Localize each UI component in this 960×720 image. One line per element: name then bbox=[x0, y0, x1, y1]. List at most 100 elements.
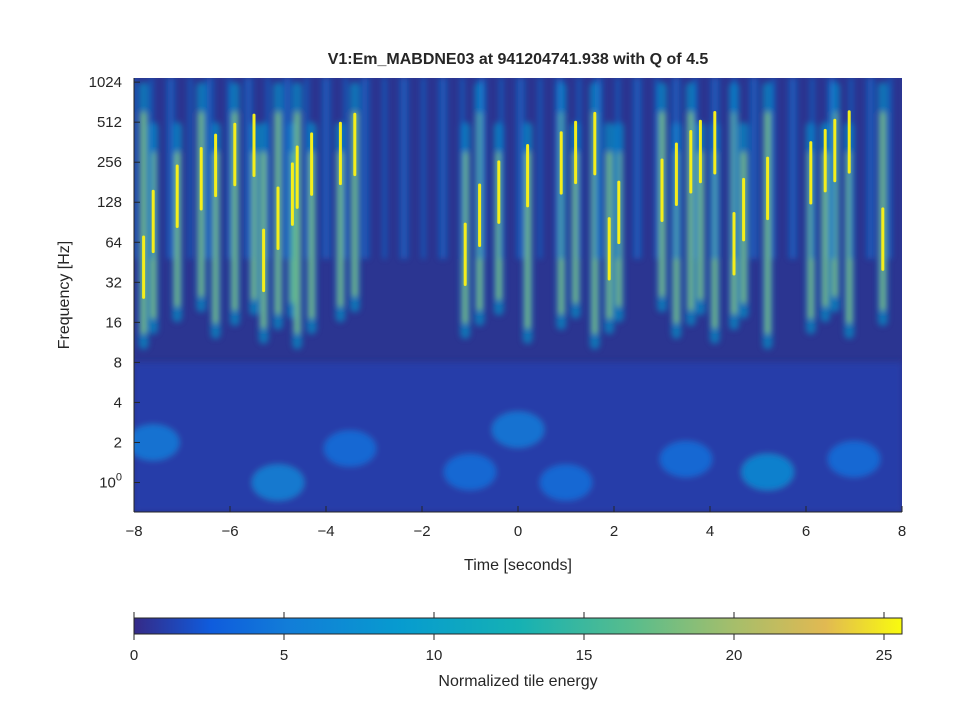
background-streak bbox=[266, 78, 270, 259]
background-streak bbox=[149, 78, 153, 259]
chart-title: V1:Em_MABDNE03 at 941204741.938 with Q o… bbox=[328, 51, 709, 68]
background-streak bbox=[244, 78, 248, 259]
transient-peak bbox=[497, 160, 501, 224]
y-tick-label: 16 bbox=[105, 314, 122, 331]
background-streak bbox=[633, 78, 637, 259]
background-streak bbox=[134, 78, 136, 259]
background-streak bbox=[672, 78, 676, 259]
transient-peak bbox=[847, 110, 851, 174]
background-streak bbox=[655, 78, 659, 259]
background-streak bbox=[365, 78, 369, 259]
x-axis-label: Time [seconds] bbox=[464, 557, 572, 574]
x-tick-label: 8 bbox=[898, 523, 906, 540]
transient-peak bbox=[353, 112, 357, 177]
transient-peak bbox=[674, 142, 678, 206]
background-streak bbox=[305, 78, 309, 259]
transient-peak bbox=[713, 111, 717, 175]
transient-core bbox=[337, 151, 343, 308]
x-tick-label: 4 bbox=[706, 523, 714, 540]
transient-peak bbox=[809, 141, 813, 205]
y-tick-label: 100 bbox=[99, 471, 122, 491]
background-streak bbox=[404, 78, 408, 259]
background-streak bbox=[789, 78, 793, 259]
transient-peak bbox=[290, 162, 294, 226]
transient-peak bbox=[142, 235, 146, 299]
background-streak bbox=[555, 78, 559, 259]
transient-peak bbox=[574, 120, 578, 185]
background-streak bbox=[828, 78, 832, 259]
background-streak bbox=[171, 78, 175, 259]
transient-peak bbox=[276, 186, 280, 250]
transient-peak bbox=[310, 132, 314, 196]
colorbar-ramp bbox=[133, 617, 903, 635]
background-streak bbox=[516, 78, 520, 259]
transient-peak bbox=[607, 217, 611, 281]
transient-peak bbox=[252, 113, 256, 178]
background-streak bbox=[439, 78, 443, 259]
colorbar-tick-label: 0 bbox=[130, 647, 138, 664]
transient-peak bbox=[732, 212, 736, 276]
background-streak bbox=[715, 78, 719, 259]
heatmap bbox=[134, 78, 902, 512]
background-streak bbox=[210, 78, 214, 259]
transient-peak bbox=[295, 145, 299, 209]
low-frequency-blob bbox=[741, 453, 794, 490]
background-streak bbox=[478, 78, 482, 259]
background-streak bbox=[849, 78, 853, 259]
background-streak bbox=[421, 78, 425, 259]
transient-core bbox=[573, 151, 579, 304]
transient-core bbox=[141, 111, 147, 335]
x-tick-label: −2 bbox=[413, 523, 430, 540]
background-streak bbox=[577, 78, 581, 259]
background-streak bbox=[750, 78, 754, 259]
colorbar-label: Normalized tile energy bbox=[438, 673, 597, 690]
transient-peak bbox=[478, 183, 482, 247]
y-axis: 100 2 4 8 16 32 64 128 256 512 1024 bbox=[89, 74, 140, 512]
y-tick-superscript: 0 bbox=[116, 471, 122, 483]
colorbar-tick-label: 5 bbox=[280, 647, 288, 664]
transient-peak bbox=[175, 164, 179, 228]
transient-peak bbox=[823, 128, 827, 193]
x-tick-label: −6 bbox=[221, 523, 238, 540]
background-streak bbox=[400, 78, 404, 259]
y-tick-label: 512 bbox=[97, 114, 122, 131]
low-frequency-blob bbox=[252, 464, 304, 501]
low-frequency-blob bbox=[492, 411, 544, 448]
background-streak bbox=[711, 78, 715, 259]
background-streak bbox=[676, 78, 680, 259]
background-streak bbox=[866, 78, 870, 259]
low-frequency-blob bbox=[660, 441, 712, 478]
background-streak bbox=[599, 78, 603, 259]
transient-peak bbox=[698, 119, 702, 184]
x-axis: −8 −6 −4 −2 0 2 4 6 8 bbox=[125, 506, 906, 540]
y-tick-label: 4 bbox=[114, 394, 122, 411]
background-streak bbox=[793, 78, 797, 259]
y-tick-label: 64 bbox=[105, 234, 122, 251]
colorbar-tick-label: 20 bbox=[726, 647, 743, 664]
transient-core bbox=[294, 111, 300, 335]
transient-core bbox=[251, 151, 257, 301]
y-tick-label: 1024 bbox=[89, 74, 122, 91]
background-streak bbox=[616, 78, 620, 259]
background-streak bbox=[361, 78, 365, 259]
transient-peak bbox=[660, 158, 664, 222]
transient-peak bbox=[526, 143, 530, 208]
background-streak bbox=[521, 78, 525, 259]
colorbar-tick-label: 25 bbox=[876, 647, 893, 664]
background-streak bbox=[499, 78, 503, 259]
low-frequency-blob bbox=[828, 441, 880, 478]
background-streak bbox=[167, 78, 171, 259]
background-streak bbox=[694, 78, 698, 259]
background-streak bbox=[188, 78, 192, 259]
background-streak bbox=[383, 78, 387, 259]
transient-peak bbox=[742, 177, 746, 242]
transient-peak bbox=[881, 207, 885, 271]
y-tick-label: 8 bbox=[114, 354, 122, 371]
transient-peak bbox=[233, 122, 237, 187]
colorbar-tick-label: 10 bbox=[426, 647, 443, 664]
transient-peak bbox=[833, 118, 837, 183]
background-streak bbox=[732, 78, 736, 259]
background-streak bbox=[227, 78, 231, 259]
background-streak bbox=[288, 78, 292, 259]
y-tick-label: 2 bbox=[114, 434, 122, 451]
